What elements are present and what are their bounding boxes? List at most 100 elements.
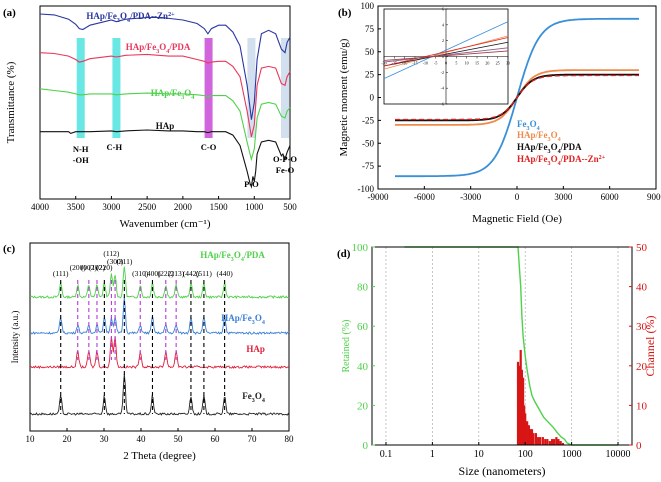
xrd-series-label-0-part: HAp/Fe — [200, 250, 231, 260]
xrd-series-label-1-part: 3 — [252, 320, 255, 326]
vsm-legend-1: HAp/Fe3O4 — [517, 130, 561, 143]
d-y2tick-label-1: 10 — [636, 400, 648, 412]
a-xtick-label-2: 3000 — [102, 202, 121, 212]
peak-label-0: (111) — [53, 269, 69, 278]
panel-b: (b)-9000-6000-30000300060009000-100-75-5… — [338, 1, 661, 225]
peak-label-6: (440) — [216, 269, 233, 278]
d-xtick-label-1: 1 — [430, 449, 435, 460]
channel-bar-1 — [518, 365, 521, 445]
d-xlabel: Size (nanometers) — [459, 464, 546, 478]
peak-label-9: (102) — [89, 263, 106, 272]
channel-bar-11 — [532, 433, 535, 445]
band-label-1: C-H — [106, 142, 122, 152]
band-4 — [281, 38, 289, 138]
inset-line-3 — [383, 37, 509, 67]
d-ytick-label-5: 100 — [352, 242, 369, 254]
inset-line-4 — [383, 47, 509, 63]
ftir-series-label-0-part: /PDA--Zn — [129, 11, 168, 21]
xrd-series-label-3-part: Fe — [242, 391, 252, 401]
c-xtick-label-4: 50 — [174, 434, 184, 444]
d-ytick-label-3: 60 — [357, 321, 369, 333]
channel-bar-24 — [561, 443, 565, 445]
channel-bar-8 — [527, 425, 530, 445]
c-xtick-label-5: 60 — [211, 434, 221, 444]
vsm-legend-2-part: 3 — [548, 149, 551, 155]
inset-line-5 — [383, 50, 509, 61]
inset-xtick-label-2: -20 — [402, 61, 407, 66]
vsm-legend-3-part: 4 — [558, 161, 561, 167]
b-xtick-label-0: -9000 — [368, 192, 389, 202]
panel-d: (d)0.1 1 10 100 1000 100000204060801000102030… — [337, 242, 657, 478]
xrd-series-label-2-part: HAp — [246, 344, 265, 354]
channel-bar-20 — [553, 439, 556, 445]
channel-bar-7 — [526, 421, 529, 445]
peak-label-11: (300) — [107, 257, 124, 266]
c-xtick-label-0: 10 — [26, 434, 36, 444]
channel-bar-16 — [544, 439, 547, 445]
d-ylabel: Retained (%) — [341, 319, 352, 372]
ftir-series-label-2-part: HAp/Fe — [151, 88, 182, 98]
c-ylabel: Intensity (a.u.) — [10, 311, 20, 364]
d-ytick-label-2: 40 — [357, 361, 369, 373]
inset-xtick-label-1: -25 — [392, 61, 397, 66]
band-1 — [112, 38, 121, 138]
d-y2label: Channel (%) — [643, 316, 657, 377]
vsm-legend-2-part: 4 — [558, 149, 561, 155]
b-ytick-label-3: -25 — [362, 115, 374, 125]
b-ytick-label-7: 75 — [365, 24, 375, 34]
a-xtick-label-6: 1000 — [245, 202, 264, 212]
inset-xtick-label-6: 0 — [445, 61, 447, 66]
panel-c-frame — [29, 242, 290, 432]
c-xtick-label-2: 30 — [100, 434, 110, 444]
vsm-legend-0: Fe3O4 — [517, 119, 540, 132]
vsm-legend-0-part: Fe — [517, 119, 527, 129]
vsm-legend-1-part: 4 — [558, 137, 561, 143]
band-2 — [204, 38, 213, 138]
ftir-series-label-0-part: HAp/Fe — [86, 11, 117, 21]
a-xtick-label-7: 500 — [283, 202, 297, 212]
ftir-series-label-0-part: O — [120, 11, 127, 21]
inset-xtick-label-0: -30 — [381, 61, 386, 66]
b-ytick-label-1: -75 — [362, 161, 374, 171]
inset-ytick-label-6: 6 — [442, 7, 444, 12]
b-xlabel: Magnetic Field (Oe) — [472, 213, 562, 225]
d-y2tick-label-5: 50 — [636, 242, 648, 254]
inset-xtick-label-4: -10 — [423, 61, 428, 66]
channel-bar-9 — [529, 429, 532, 445]
ftir-series-label-3: HAp — [156, 121, 175, 131]
channel-bar-10 — [530, 429, 534, 445]
inset-line-2 — [383, 41, 509, 67]
d-y2tick-label-3: 30 — [636, 321, 648, 333]
inset-line-0 — [383, 21, 509, 80]
vsm-legend-1-part: O — [551, 130, 558, 140]
peak-label-2: (311) — [116, 257, 132, 266]
ftir-series-label-0-part: 2+ — [168, 12, 175, 18]
channel-bar-13 — [537, 437, 540, 445]
channel-bar-2 — [519, 349, 522, 445]
b-xtick-label-1: -6000 — [414, 192, 435, 202]
d-ytick-label-1: 20 — [357, 400, 369, 412]
b-xtick-label-5: 6000 — [601, 192, 620, 202]
channel-bar-3 — [520, 369, 524, 445]
b-ytick-label-4: 0 — [370, 93, 375, 103]
xrd-series-label-1-part: HAp/Fe — [221, 313, 252, 323]
inset-line-1 — [383, 35, 509, 70]
peak-label-13: (222) — [158, 269, 175, 278]
ftir-series-label-3-part: HAp — [156, 121, 175, 131]
ftir-line-1 — [39, 52, 291, 138]
ftir-line-0 — [39, 13, 291, 120]
xrd-series-label-2: HAp — [246, 344, 265, 354]
d-ytick-label-4: 80 — [357, 282, 369, 294]
xrd-series-label-3-part: 4 — [262, 398, 265, 404]
band-label-2: C-O — [201, 142, 217, 152]
vsm-legend-3-part: 2+ — [599, 155, 606, 161]
channel-bar-12 — [534, 433, 538, 445]
retained-line — [404, 246, 618, 446]
inset-xtick-label-11: 25 — [496, 61, 500, 66]
b-ytick-label-8: 100 — [361, 1, 375, 11]
channel-bar-14 — [539, 437, 542, 445]
vsm-legend-1-part: HAp/Fe — [517, 130, 548, 140]
b-ytick-label-5: 25 — [365, 70, 375, 80]
xrd-series-label-0-part: 4 — [241, 257, 244, 263]
